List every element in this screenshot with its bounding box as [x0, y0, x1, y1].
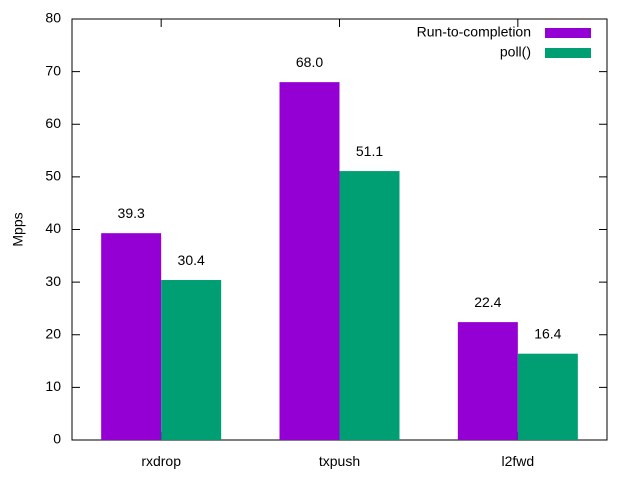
- y-tick-label: 50: [45, 168, 61, 184]
- y-tick-label: 10: [45, 378, 61, 394]
- y-tick-label: 30: [45, 273, 61, 289]
- legend-swatch: [545, 48, 591, 58]
- bar-run-to-completion-l2fwd: [457, 322, 518, 440]
- y-tick-label: 20: [45, 325, 61, 341]
- y-tick-label: 40: [45, 220, 61, 236]
- legend-label: Run-to-completion: [417, 24, 531, 40]
- bar-value-label: 22.4: [474, 294, 501, 310]
- bar-run-to-completion-txpush: [279, 82, 340, 441]
- bar-value-label: 68.0: [296, 54, 323, 70]
- x-tick-label: rxdrop: [141, 453, 181, 469]
- bar-poll-txpush: [339, 171, 400, 440]
- x-tick-label: txpush: [319, 453, 360, 469]
- legend-swatch: [545, 28, 591, 38]
- bar-series: [101, 82, 578, 441]
- bar-poll-l2fwd: [517, 353, 578, 440]
- bar-value-label: 39.3: [118, 205, 145, 221]
- legend-label: poll(): [500, 44, 531, 60]
- bar-poll-rxdrop: [161, 280, 222, 440]
- bar-value-label: 16.4: [534, 326, 561, 342]
- y-axis: 0 10 20 30 40 50 60 70 80: [45, 10, 607, 447]
- y-tick-label: 60: [45, 115, 61, 131]
- bar-run-to-completion-rxdrop: [101, 233, 162, 440]
- x-tick-label: l2fwd: [501, 453, 534, 469]
- y-axis-label: Mpps: [10, 212, 26, 246]
- bar-value-label: 30.4: [178, 252, 205, 268]
- x-axis: rxdrop txpush l2fwd: [141, 19, 534, 469]
- data-labels: 39.3 68.0 22.4 30.4 51.1 16.4: [118, 54, 562, 342]
- y-tick-label: 80: [45, 10, 61, 26]
- y-tick-label: 0: [53, 431, 61, 447]
- y-tick-label: 70: [45, 62, 61, 78]
- legend: Run-to-completion poll(): [417, 24, 591, 60]
- bar-value-label: 51.1: [356, 143, 383, 159]
